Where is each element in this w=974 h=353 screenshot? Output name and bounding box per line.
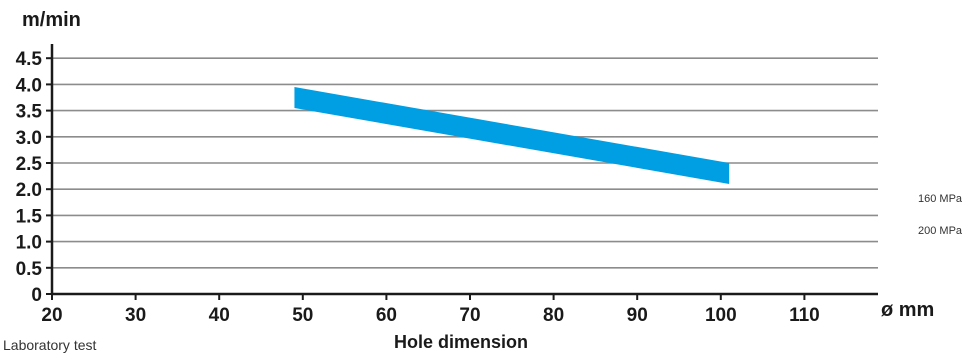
x-tick-label: 80 [543,305,564,326]
x-axis-unit: ø mm [881,299,934,321]
x-tick-label: 60 [376,305,397,326]
x-tick-label: 90 [627,305,648,326]
x-tick-label: 40 [209,305,230,326]
y-tick-label: 1.5 [16,206,43,227]
y-tick-label: 0 [31,285,42,306]
y-tick-label: 3.5 [16,102,43,123]
pressure-label-160: 160 MPa [918,193,963,205]
x-tick-label: 100 [705,305,737,326]
y-axis-unit: m/min [22,9,81,31]
y-tick-label: 3.0 [16,128,42,149]
note-laboratory-test: Laboratory test [3,337,96,353]
y-tick-label: 2.0 [16,180,42,201]
y-tick-label: 1.0 [16,233,42,254]
series-band [294,87,730,184]
y-tick-label: 4.0 [16,75,42,96]
x-axis-label: Hole dimension [394,332,528,352]
grid-lines [52,57,878,269]
x-tick-label: 70 [459,305,480,326]
pressure-label-200: 200 MPa [918,225,963,237]
x-tick-labels: 20 30 40 50 60 70 80 90 100 110 [41,294,820,326]
x-tick-label: 110 [789,305,820,326]
x-tick-label: 30 [125,305,146,326]
data-series [294,87,730,184]
y-tick-label: 4.5 [16,49,43,70]
y-tick-labels: 0 0.5 1.0 1.5 2.0 2.5 3.0 3.5 4.0 4.5 [16,49,52,306]
y-tick-label: 2.5 [16,154,43,175]
x-tick-label: 20 [41,305,62,326]
x-tick-label: 50 [292,305,313,326]
y-tick-label: 0.5 [16,259,43,280]
